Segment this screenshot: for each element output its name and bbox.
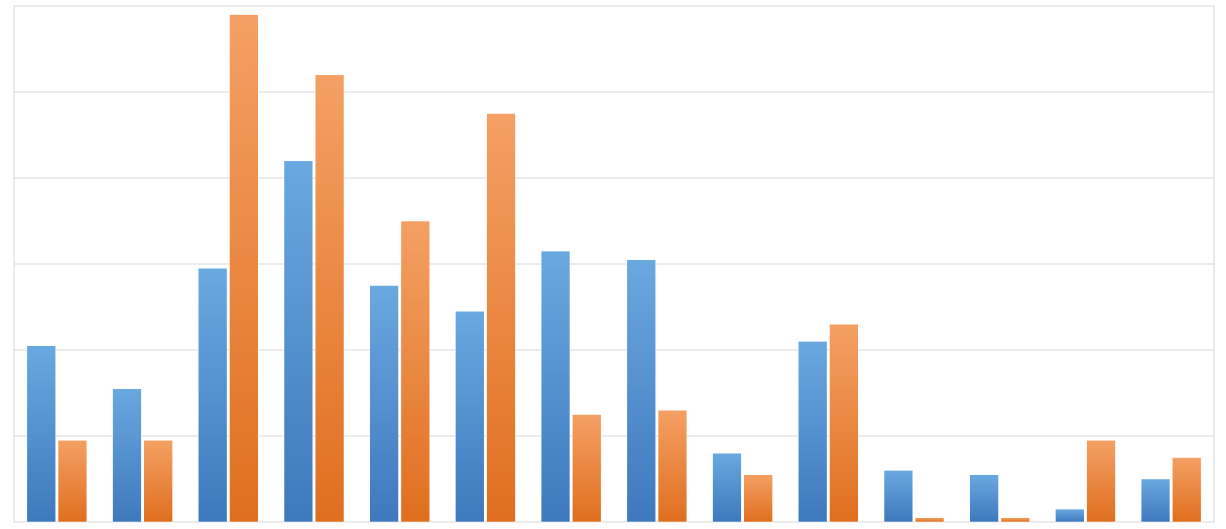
bar-series-1 — [541, 251, 570, 522]
bar-series-1 — [798, 341, 827, 522]
bar-series-1 — [1055, 509, 1084, 522]
bar-series-1 — [113, 389, 142, 522]
bar-series-2 — [1172, 458, 1201, 523]
bar-series-1 — [455, 311, 484, 522]
bar-series-2 — [487, 114, 516, 523]
bar-series-1 — [713, 453, 742, 522]
bar-series-2 — [744, 475, 773, 522]
bar-series-1 — [284, 161, 313, 522]
bar-series-1 — [884, 470, 913, 522]
bar-series-2 — [58, 440, 87, 522]
bar-series-1 — [27, 346, 56, 522]
grouped-bar-chart — [0, 0, 1226, 529]
bar-series-2 — [829, 324, 858, 522]
bar-series-1 — [970, 475, 999, 522]
bar-series-2 — [229, 15, 258, 522]
bar-series-2 — [658, 410, 687, 522]
bar-series-1 — [1141, 479, 1170, 522]
bar-series-2 — [1087, 440, 1116, 522]
bar-series-2 — [572, 415, 601, 523]
bar-series-2 — [315, 75, 344, 522]
bar-series-1 — [198, 268, 227, 522]
bar-series-1 — [627, 260, 656, 522]
bar-series-2 — [144, 440, 173, 522]
bar-series-2 — [915, 518, 944, 522]
bar-series-1 — [370, 286, 399, 523]
bar-series-2 — [401, 221, 430, 522]
bar-series-2 — [1001, 518, 1030, 522]
